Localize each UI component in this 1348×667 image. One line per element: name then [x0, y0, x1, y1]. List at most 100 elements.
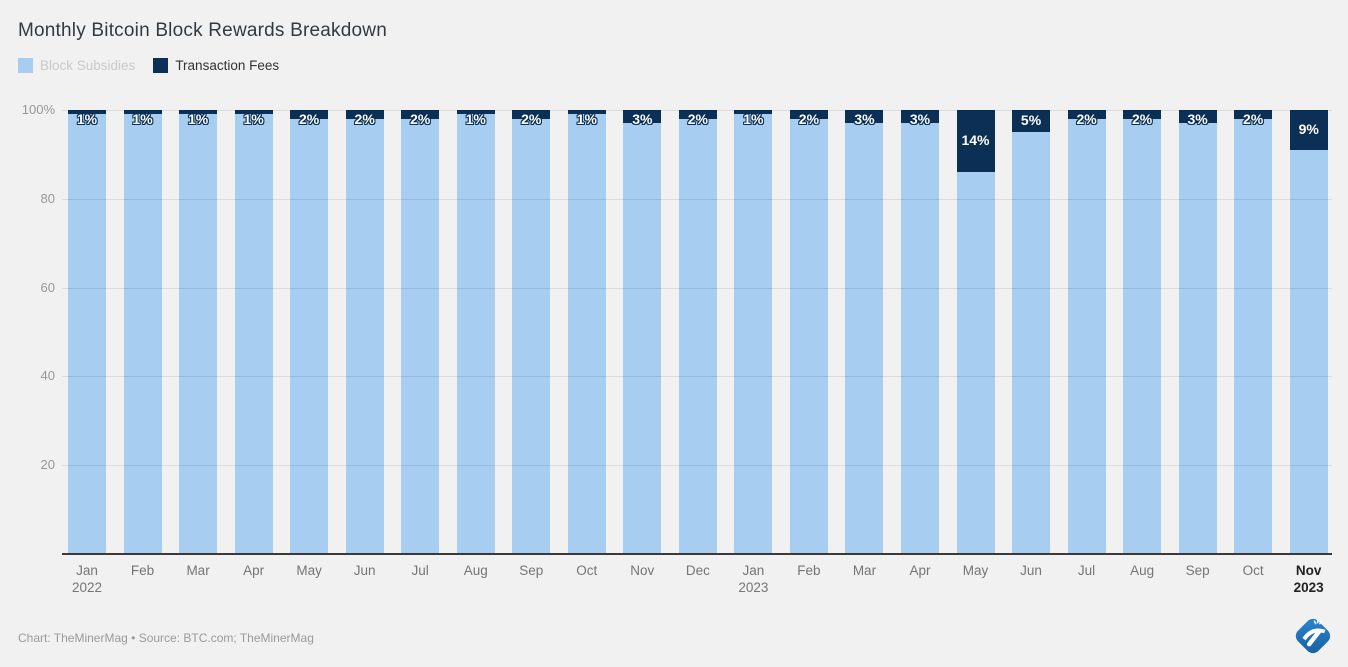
- bar-may[interactable]: 2% May: [290, 110, 329, 578]
- block-subsidies-segment[interactable]: [734, 114, 773, 554]
- block-subsidies-segment[interactable]: [179, 114, 218, 554]
- block-subsidies-swatch: [18, 58, 33, 73]
- attribution-text: Chart: TheMinerMag • Source: BTC.com; Th…: [18, 631, 314, 645]
- legend-label: Block Subsidies: [40, 58, 136, 73]
- block-subsidies-segment[interactable]: [1178, 123, 1217, 554]
- x-axis-label: Dec: [685, 563, 710, 578]
- block-subsidies-segment[interactable]: [623, 123, 662, 554]
- block-subsidies-segment[interactable]: [401, 118, 440, 554]
- chart-title: Monthly Bitcoin Block Rewards Breakdown: [18, 20, 387, 41]
- bar-jul[interactable]: 2% Jul: [401, 110, 440, 578]
- bar-nov2023[interactable]: 9% Nov 2023: [1289, 110, 1328, 595]
- transaction-fees-segment[interactable]: [567, 110, 606, 115]
- bar-aug[interactable]: 1% Aug: [456, 110, 495, 578]
- y-tick-label: 60: [40, 279, 55, 295]
- transaction-fees-segment[interactable]: [734, 110, 773, 115]
- bar-jan2023[interactable]: 1% Jan 2023: [734, 110, 773, 595]
- block-subsidies-segment[interactable]: [123, 114, 162, 554]
- block-subsidies-segment[interactable]: [512, 118, 551, 554]
- y-tick-label: 40: [40, 368, 55, 384]
- bar-may[interactable]: 14% May: [956, 110, 995, 578]
- transaction-fees-segment[interactable]: [678, 110, 717, 119]
- transaction-fees-segment[interactable]: [789, 110, 828, 119]
- x-axis-label: Apr: [909, 563, 931, 578]
- transaction-fees-segment[interactable]: [179, 110, 218, 115]
- theminermag-logo-icon[interactable]: [1290, 613, 1336, 659]
- bar-mar[interactable]: 1% Mar: [179, 110, 218, 578]
- plot-area: 100% 80 60 40 20 1% Jan 2022 1% Feb 1% Mar 1% Apr 2% M…: [0, 102, 1348, 595]
- bar-jun[interactable]: 5% Jun: [1012, 110, 1051, 578]
- legend-item-transaction-fees[interactable]: Transaction Fees: [153, 58, 279, 73]
- x-axis-label: Aug: [1130, 563, 1155, 578]
- transaction-fees-segment[interactable]: [956, 110, 995, 173]
- bar-jun[interactable]: 2% Jun: [345, 110, 384, 578]
- bar-apr[interactable]: 3% Apr: [900, 110, 939, 578]
- transaction-fees-segment[interactable]: [512, 110, 551, 119]
- block-subsidies-segment[interactable]: [234, 114, 273, 554]
- x-axis-label: Aug: [463, 563, 488, 578]
- x-axis-label: Nov 2023: [1293, 563, 1324, 595]
- transaction-fees-segment[interactable]: [68, 110, 106, 115]
- transaction-fees-segment[interactable]: [345, 110, 384, 119]
- x-axis-label: Mar: [852, 563, 877, 578]
- block-subsidies-segment[interactable]: [290, 118, 329, 554]
- x-axis-label: Oct: [576, 563, 598, 578]
- bar-dec[interactable]: 2% Dec: [678, 110, 717, 578]
- bar-feb[interactable]: 2% Feb: [789, 110, 828, 578]
- x-axis-label: Sep: [1185, 563, 1210, 578]
- x-axis-label: Feb: [130, 563, 155, 578]
- transaction-fees-segment[interactable]: [623, 110, 662, 124]
- transaction-fees-segment[interactable]: [290, 110, 329, 119]
- transaction-fees-segment[interactable]: [234, 110, 273, 115]
- transaction-fees-segment[interactable]: [1178, 110, 1217, 124]
- bar-oct[interactable]: 1% Oct: [567, 110, 606, 578]
- block-subsidies-segment[interactable]: [678, 118, 717, 554]
- block-subsidies-segment[interactable]: [789, 118, 828, 554]
- bar-mar[interactable]: 3% Mar: [845, 110, 884, 578]
- x-axis-label: Jan 2023: [738, 563, 769, 595]
- y-tick-label: 20: [40, 457, 55, 473]
- transaction-fees-segment[interactable]: [1234, 110, 1273, 119]
- block-subsidies-segment[interactable]: [68, 114, 106, 554]
- block-subsidies-segment[interactable]: [1234, 118, 1273, 554]
- bar-jul[interactable]: 2% Jul: [1067, 110, 1106, 578]
- bar-feb[interactable]: 1% Feb: [123, 110, 162, 578]
- x-axis-label: Feb: [797, 563, 821, 578]
- bar-sep[interactable]: 2% Sep: [512, 110, 551, 578]
- transaction-fees-segment[interactable]: [1067, 110, 1106, 119]
- block-subsidies-segment[interactable]: [1067, 118, 1106, 554]
- bar-aug[interactable]: 2% Aug: [1123, 110, 1162, 578]
- legend-item-block-subsidies[interactable]: Block Subsidies: [18, 58, 135, 73]
- transaction-fees-segment[interactable]: [123, 110, 162, 115]
- x-axis-label: May: [296, 563, 322, 578]
- x-axis-line: [62, 553, 1332, 555]
- transaction-fees-segment[interactable]: [1289, 110, 1328, 150]
- y-tick-label: 100%: [21, 102, 55, 117]
- x-axis-label: Mar: [186, 563, 210, 578]
- block-subsidies-segment[interactable]: [456, 114, 495, 554]
- transaction-fees-segment[interactable]: [1012, 110, 1051, 133]
- bar-nov[interactable]: 3% Nov: [623, 110, 662, 578]
- transaction-fees-segment[interactable]: [1123, 110, 1162, 119]
- transaction-fees-segment[interactable]: [401, 110, 440, 119]
- bar-apr[interactable]: 1% Apr: [234, 110, 273, 578]
- block-subsidies-segment[interactable]: [956, 172, 995, 554]
- legend-label: Transaction Fees: [175, 58, 280, 73]
- transaction-fees-segment[interactable]: [845, 110, 884, 124]
- bar-sep[interactable]: 3% Sep: [1178, 110, 1217, 578]
- block-subsidies-segment[interactable]: [1012, 132, 1051, 554]
- bar-oct[interactable]: 2% Oct: [1234, 110, 1273, 578]
- block-subsidies-segment[interactable]: [1123, 118, 1162, 554]
- block-subsidies-segment[interactable]: [1289, 149, 1328, 554]
- x-axis-label: Jan 2022: [71, 563, 103, 595]
- block-subsidies-segment[interactable]: [345, 118, 384, 554]
- block-subsidies-segment[interactable]: [900, 123, 939, 554]
- transaction-fees-segment[interactable]: [900, 110, 939, 124]
- block-subsidies-segment[interactable]: [845, 123, 884, 554]
- transaction-fees-segment[interactable]: [456, 110, 495, 115]
- block-subsidies-segment[interactable]: [567, 114, 606, 554]
- bar-jan2022[interactable]: 1% Jan 2022: [68, 110, 106, 595]
- transaction-fees-swatch: [153, 58, 169, 73]
- x-axis-label: Apr: [243, 563, 265, 578]
